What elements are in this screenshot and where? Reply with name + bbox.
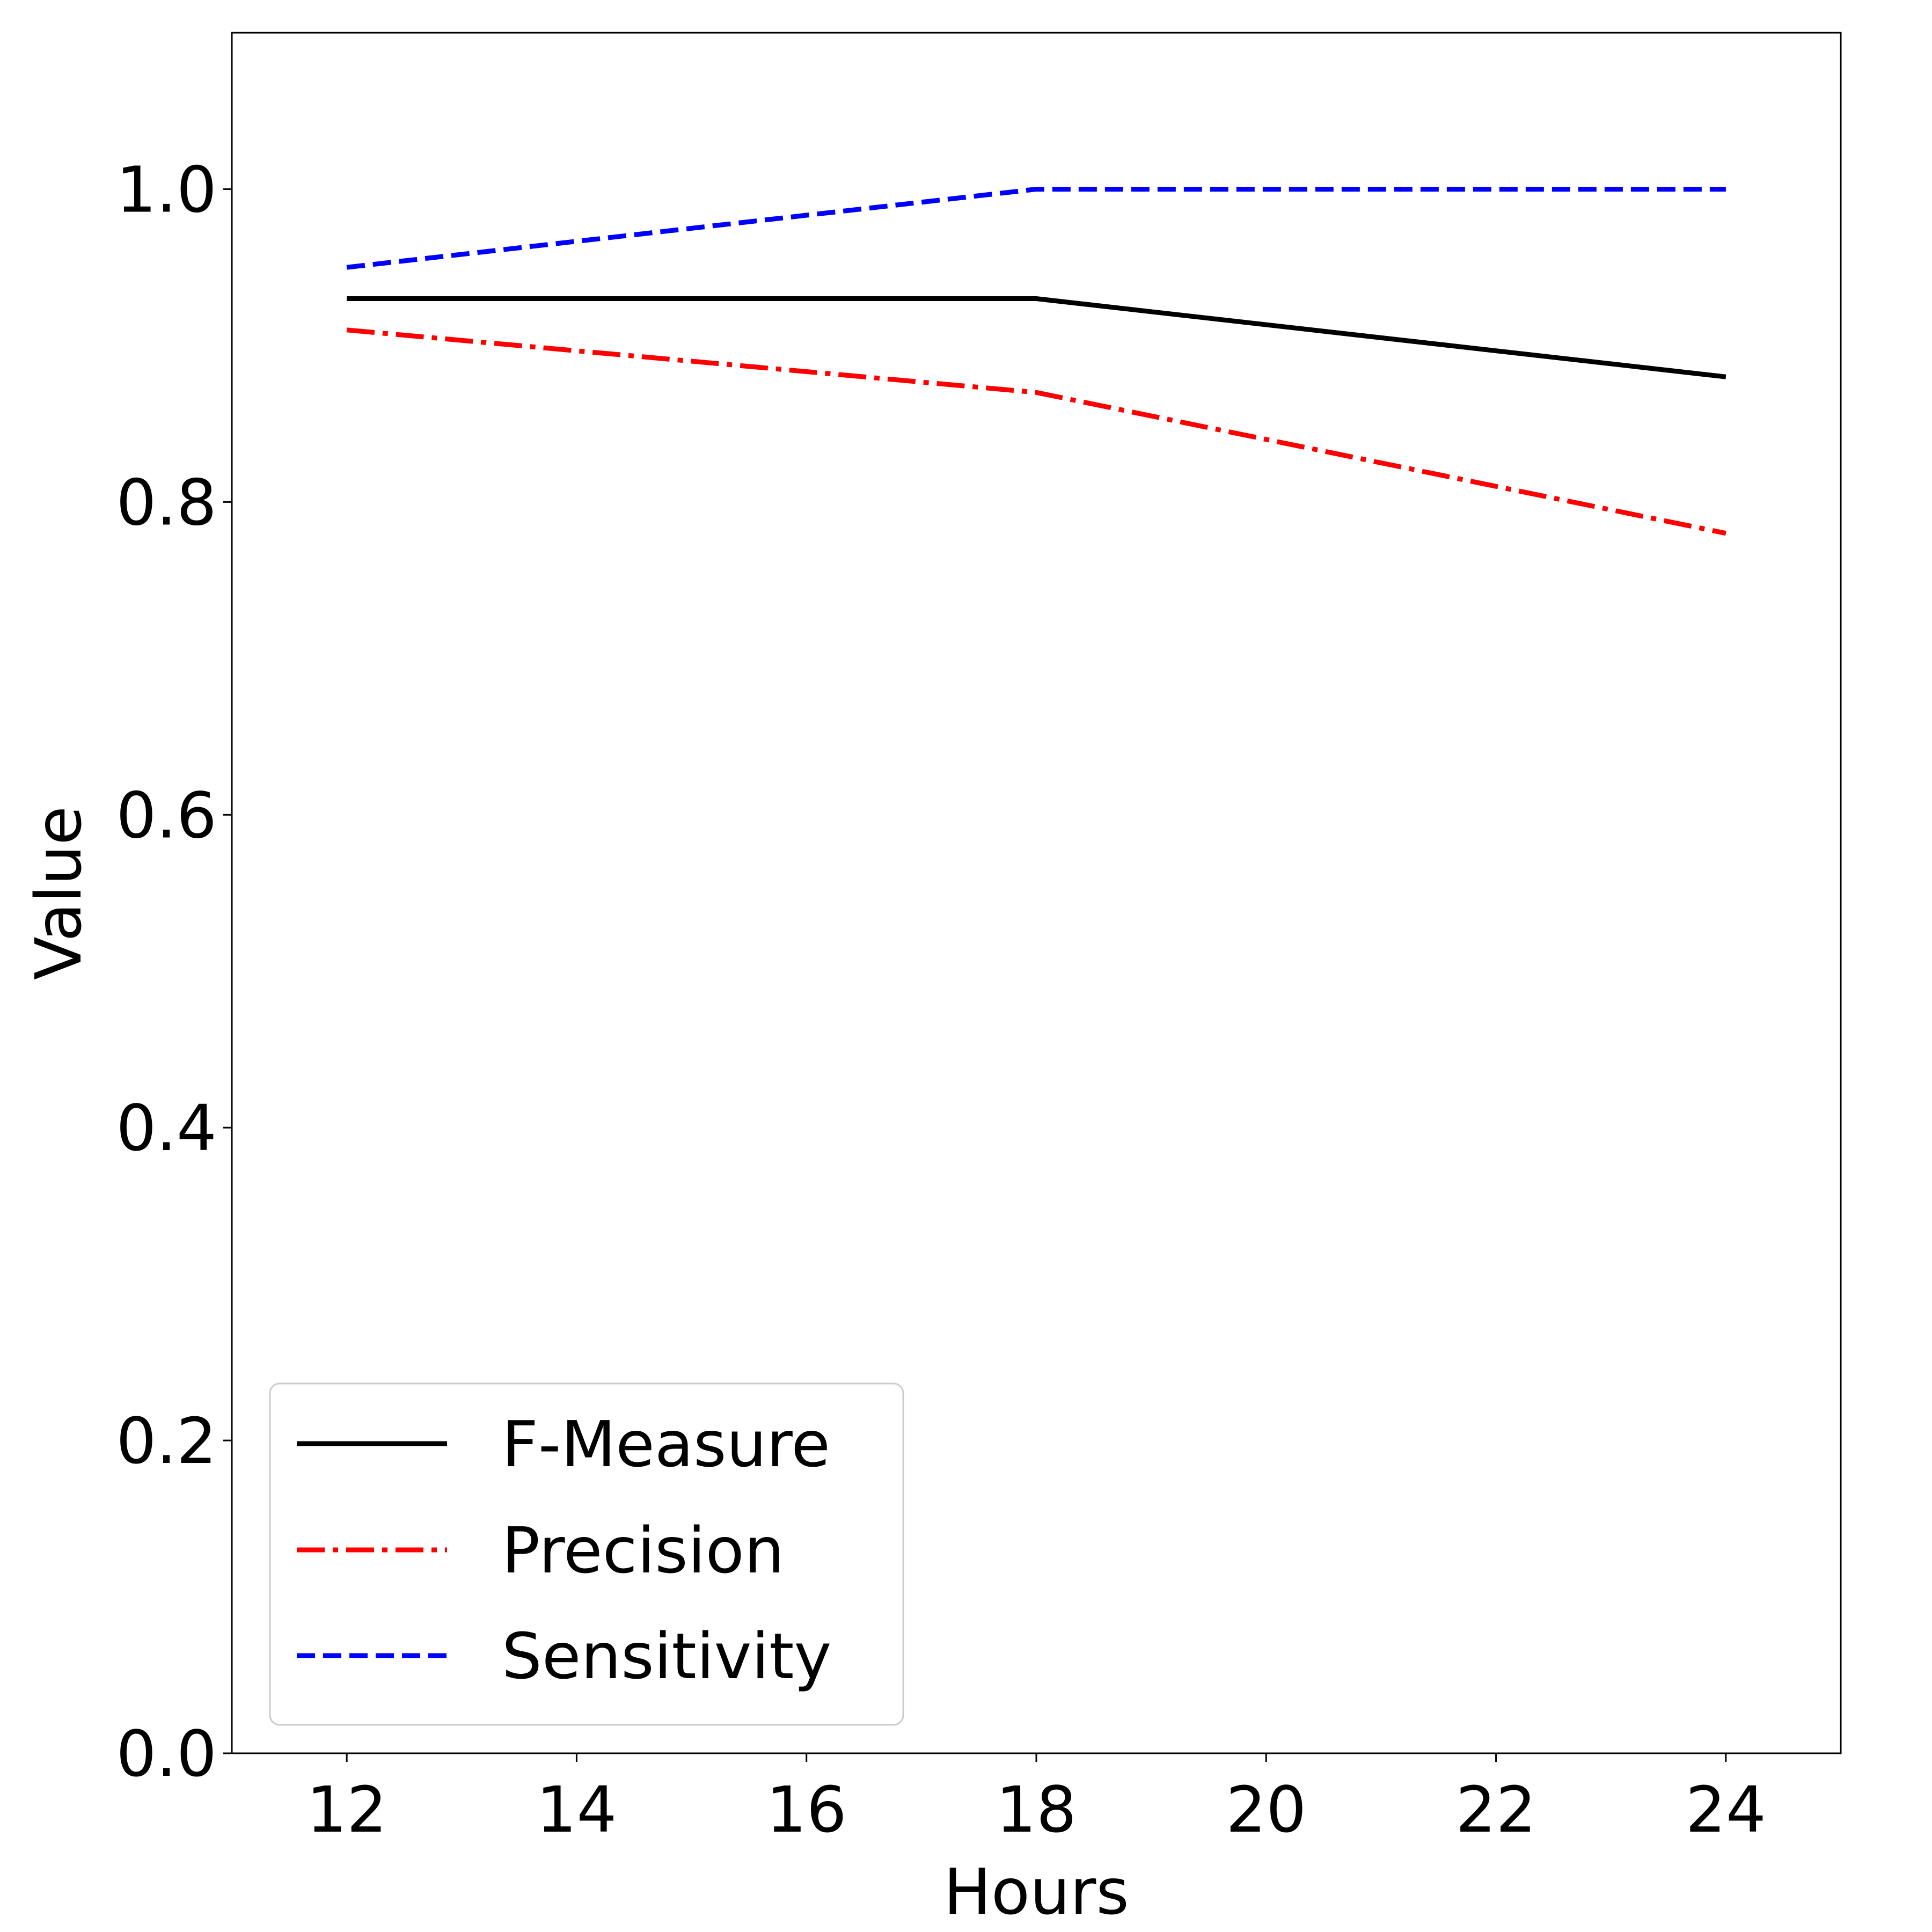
legend-label: Sensitivity bbox=[502, 1619, 831, 1693]
y-tick-label: 0.4 bbox=[116, 1091, 217, 1165]
x-tick-label: 20 bbox=[1226, 1773, 1306, 1847]
x-tick-label: 14 bbox=[536, 1773, 617, 1847]
y-tick-label: 0.0 bbox=[116, 1717, 217, 1791]
y-axis-title: Value bbox=[21, 806, 96, 980]
x-tick-label: 22 bbox=[1455, 1773, 1536, 1847]
legend: F-Measure Precision Sensitivity bbox=[269, 1382, 904, 1726]
legend-label: F-Measure bbox=[502, 1407, 830, 1481]
series-line-sensitivity bbox=[346, 187, 1726, 270]
y-tick-label: 0.8 bbox=[116, 465, 217, 539]
x-axis-title: Hours bbox=[943, 1855, 1129, 1929]
x-axis: 12 14 16 18 20 22 24 bbox=[306, 1753, 1766, 1847]
y-tick-label: 0.2 bbox=[116, 1404, 217, 1478]
series-layer bbox=[346, 187, 1726, 536]
x-tick-label: 12 bbox=[306, 1773, 387, 1847]
x-tick-label: 18 bbox=[996, 1773, 1077, 1847]
y-tick-label: 1.0 bbox=[116, 152, 217, 226]
legend-box bbox=[269, 1382, 904, 1726]
y-tick-label: 0.6 bbox=[116, 778, 217, 852]
series-line-f-measure bbox=[347, 296, 1726, 379]
series-line-precision bbox=[346, 327, 1726, 536]
legend-label: Precision bbox=[502, 1513, 785, 1587]
x-tick-label: 16 bbox=[766, 1773, 847, 1847]
x-tick-label: 24 bbox=[1686, 1773, 1766, 1847]
y-axis: 0.0 0.2 0.4 0.6 0.8 1.0 bbox=[116, 152, 232, 1791]
